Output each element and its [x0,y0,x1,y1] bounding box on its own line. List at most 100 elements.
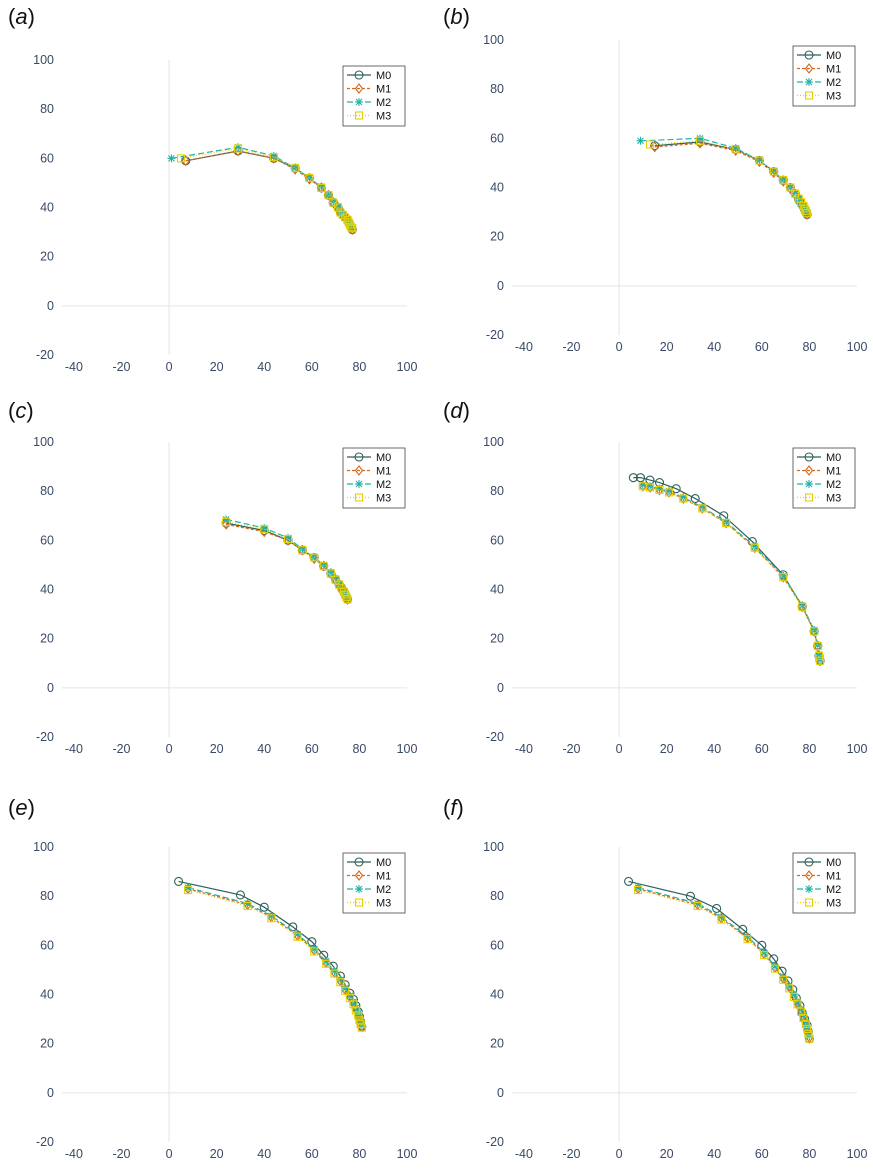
data-point [800,204,809,213]
x-tick-label: -40 [515,1147,533,1161]
y-tick-label: 80 [40,102,54,116]
data-point [260,524,269,533]
data-point [779,571,788,580]
data-point [695,137,705,149]
data-point [329,197,338,206]
legend-label: M2 [376,884,391,896]
y-tick-label: 0 [497,681,504,695]
data-point [801,1019,810,1029]
series-line [637,887,810,1037]
y-tick-label: 100 [483,840,504,854]
data-point [750,543,759,552]
data-point [283,534,293,546]
legend-label: M3 [376,111,391,123]
data-point [222,515,231,524]
y-tick-label: 0 [497,1086,504,1100]
data-point [341,590,350,599]
x-tick-label: 20 [660,340,674,354]
data-point [802,209,812,218]
data-point [336,975,345,984]
data-point [326,569,335,578]
data-point [319,562,328,571]
x-tick-label: 100 [397,360,418,374]
data-point [786,183,795,192]
legend-marker [804,898,814,907]
data-point [650,141,659,153]
data-point [222,517,231,526]
x-tick-label: 80 [352,742,366,756]
legend-marker [354,111,364,120]
x-tick-label: 40 [257,1147,271,1161]
data-point [330,967,339,976]
data-point [664,488,674,497]
legend-marker [354,493,364,502]
data-point [695,136,705,145]
data-point [259,902,269,912]
data-point [813,641,822,651]
data-point [243,899,252,908]
data-point [345,991,354,1000]
series-line [642,485,821,661]
series-M0 [174,876,367,1032]
y-tick-label: 100 [33,435,54,449]
legend-marker [804,857,814,867]
legend-marker [804,91,814,100]
data-point [698,504,707,513]
series-line [642,485,821,661]
data-point [685,891,695,901]
series-M2 [634,883,814,1041]
data-point [804,1027,813,1036]
y-tick-label: 20 [40,632,54,646]
series-line [187,887,363,1026]
legend-marker [805,78,813,86]
data-point [291,164,300,173]
x-tick-label: -40 [515,340,533,354]
chart-panel-b: -40 -20 0 20 40 60 80 100-20020406080100M0M1M2M… [483,33,867,354]
y-tick-label: 20 [490,230,504,244]
series-line [187,888,363,1027]
y-tick-label: 0 [497,279,504,293]
legend-label: M3 [376,898,391,910]
y-tick-label: -20 [486,328,504,342]
series-line [178,880,363,1027]
data-point [319,560,328,569]
chart-panel-a: -40 -20 0 20 40 60 80 100-20020406080100M0M1M2M… [33,53,417,374]
data-point [317,183,326,192]
legend-marker [354,898,364,907]
series-line [185,150,353,230]
data-point [814,650,823,659]
data-point [785,984,794,993]
data-point [243,901,252,911]
data-point [348,223,357,232]
legend-label: M1 [826,871,841,883]
series-M1 [633,883,814,1043]
data-point [342,592,351,601]
x-tick-label: -40 [65,1147,83,1161]
y-tick-label: 60 [40,533,54,547]
data-point [750,542,759,551]
x-tick-label: 80 [802,742,816,756]
series-M2 [184,883,366,1030]
y-tick-label: 20 [40,250,54,264]
series-M3 [645,136,812,218]
data-point [334,202,342,211]
series-line [226,522,349,600]
x-tick-label: 100 [847,742,868,756]
legend-marker [354,452,364,462]
legend-marker [804,870,814,881]
legend-label: M1 [826,466,841,478]
x-tick-label: -40 [65,742,83,756]
x-tick-label: 0 [166,742,173,756]
data-point [283,535,293,544]
x-tick-label: 20 [210,742,224,756]
data-point [634,885,643,895]
legend-label: M3 [826,91,841,103]
x-tick-label: 20 [210,360,224,374]
x-tick-label: 100 [847,340,868,354]
data-point [816,656,825,665]
data-point [357,1021,366,1030]
y-tick-label: 40 [490,988,504,1002]
